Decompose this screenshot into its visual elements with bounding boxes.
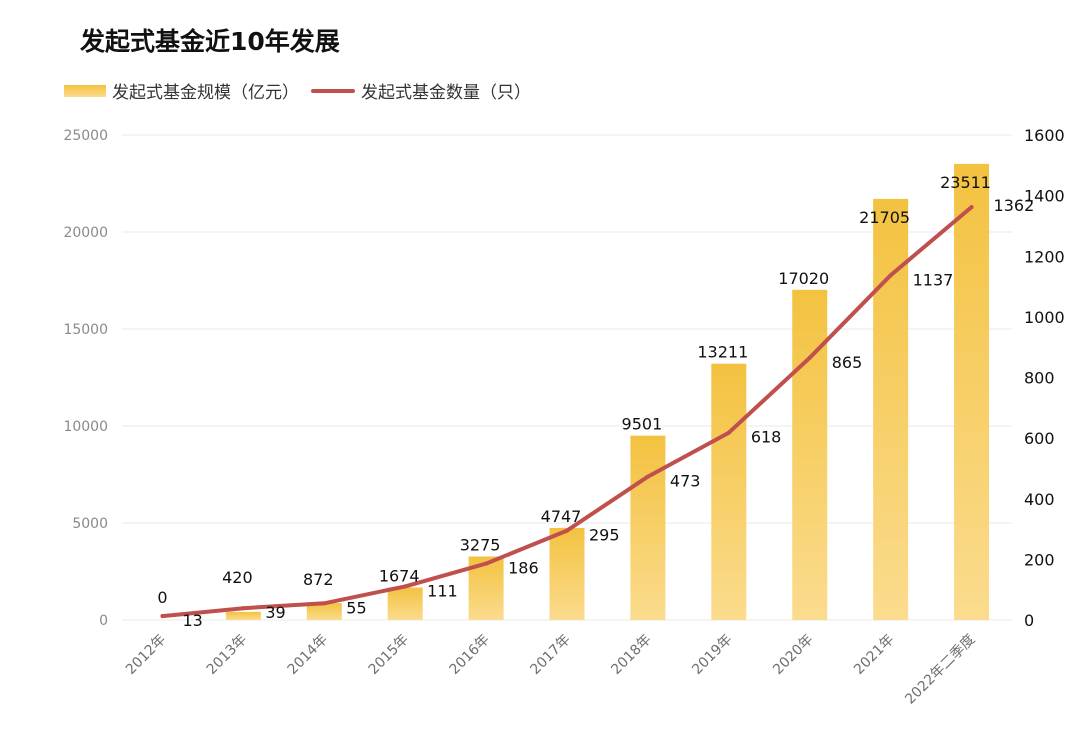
x-tick-label: 2013年: [204, 632, 250, 678]
bar: [711, 363, 747, 620]
bar-value-label: 0: [157, 588, 167, 607]
x-tick-label: 2019年: [689, 632, 735, 678]
line-point: [565, 528, 569, 533]
y-left-tick-label: 25000: [63, 128, 108, 144]
legend-item-bar: 发起式基金规模（亿元）: [64, 78, 299, 103]
line-layer: [160, 205, 974, 619]
line-value-label: 618: [751, 428, 782, 447]
bar: [549, 527, 585, 620]
y-right-tick-label: 1400: [1024, 187, 1065, 206]
x-tick-label: 2017年: [527, 632, 573, 678]
bar: [873, 198, 909, 620]
line-value-label: 865: [832, 353, 863, 372]
x-tick-label: 2016年: [447, 632, 493, 678]
line-point: [888, 273, 893, 278]
line-point: [645, 474, 650, 479]
line-point: [484, 561, 489, 566]
line-value-label: 55: [346, 598, 366, 617]
line-value-label: 1362: [994, 196, 1035, 215]
y-right-tick-label: 1600: [1024, 126, 1065, 145]
line-value-label: 1137: [913, 270, 954, 289]
bar-value-label: 3275: [460, 535, 501, 554]
legend-bar-swatch: [64, 84, 106, 97]
line-value-label: 13: [182, 611, 202, 630]
line-value-label: 111: [427, 581, 458, 600]
bar: [225, 611, 261, 620]
y-left-tick-label: 20000: [63, 225, 108, 241]
line-point: [403, 584, 408, 589]
x-tick-label: 2018年: [608, 632, 654, 678]
x-tick-label: 2014年: [285, 632, 331, 678]
line-point: [726, 430, 731, 435]
line-value-label: 39: [265, 603, 285, 622]
y-left-tick-label: 0: [99, 613, 108, 629]
chart-title: 发起式基金近10年发展: [80, 27, 340, 56]
y-right-tick-label: 800: [1024, 369, 1055, 388]
legend-bar-label: 发起式基金规模（亿元）: [112, 83, 299, 103]
line-value-label: 473: [670, 472, 701, 491]
bar-value-label: 21705: [859, 208, 910, 227]
y-left-tick-label: 5000: [72, 516, 108, 532]
x-tick-label: 2015年: [366, 632, 412, 678]
y-left-tick-label: 15000: [63, 322, 108, 338]
chart-legend: 发起式基金规模（亿元） 发起式基金数量（只）: [64, 78, 543, 103]
legend-line-swatch: [311, 88, 355, 93]
bar: [792, 289, 828, 620]
line-value-label: 186: [508, 559, 539, 578]
labels-layer: 0 420 872 1674 3275 4747 9501 13211 17020 21705 23…: [157, 173, 1034, 630]
y-left-tick-label: 10000: [63, 419, 108, 435]
y-right-tick-label: 600: [1024, 429, 1055, 448]
x-tick-label: 2012年: [123, 632, 169, 678]
bar-value-label: 1674: [379, 567, 420, 586]
x-tick-label: 2020年: [770, 632, 816, 678]
bar: [387, 587, 423, 620]
bar-value-label: 13211: [697, 343, 748, 362]
legend-line-label: 发起式基金数量（只）: [361, 83, 531, 103]
bar-value-label: 17020: [778, 269, 829, 288]
y-right-tick-label: 1200: [1024, 247, 1065, 266]
line-point: [807, 355, 812, 360]
bar-value-label: 420: [222, 568, 253, 587]
y-right-tick-label: 200: [1024, 550, 1055, 569]
bar-value-label: 23511: [940, 173, 991, 192]
line-point: [160, 614, 165, 619]
x-tick-label: 2021年: [851, 632, 897, 678]
bar: [306, 603, 342, 620]
bar: [954, 163, 990, 620]
line-point: [322, 601, 327, 606]
y-right-tick-label: 400: [1024, 490, 1055, 509]
line-point: [969, 205, 974, 210]
legend-item-line: 发起式基金数量（只）: [311, 78, 531, 103]
x-tick-label: 2022年二季度: [902, 632, 978, 708]
bar-value-label: 872: [303, 570, 334, 589]
bar-value-label: 9501: [622, 415, 663, 434]
bar: [630, 435, 666, 620]
line-point: [241, 606, 246, 611]
bar-value-label: 4747: [541, 507, 582, 526]
line-value-label: 295: [589, 526, 620, 545]
y-right-tick-label: 1000: [1024, 308, 1065, 327]
grid-layer: [122, 134, 1012, 621]
y-right-tick-label: 0: [1024, 611, 1034, 630]
